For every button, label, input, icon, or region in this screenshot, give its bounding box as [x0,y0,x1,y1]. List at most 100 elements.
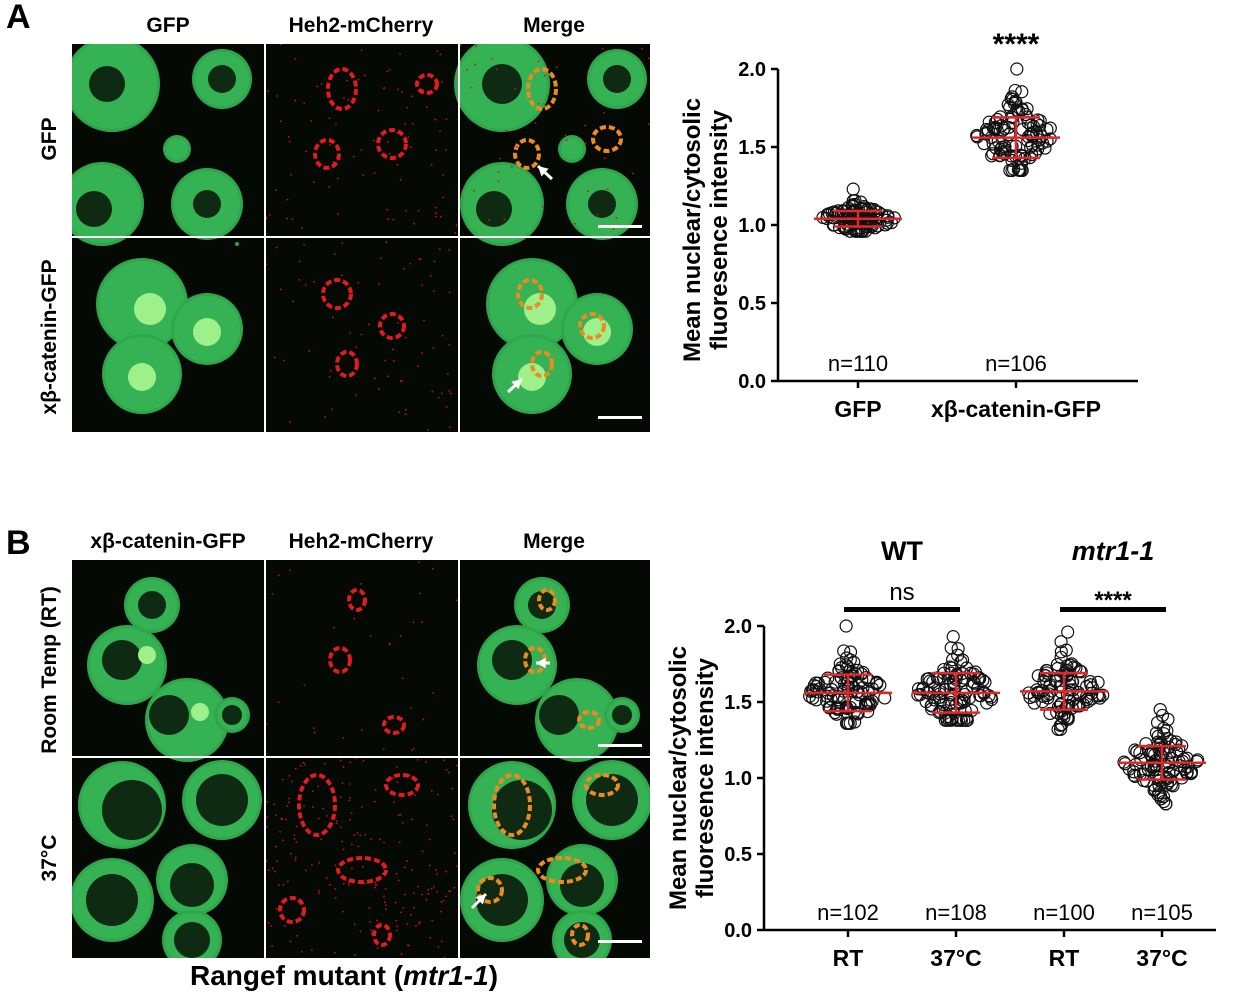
data-point [1043,706,1057,721]
grid-v4 [458,560,460,958]
speckle-b2-dot [348,799,351,802]
speckle-a1-dot [276,95,279,97]
grid-v3 [264,560,266,958]
speckle-a1-dot [312,181,315,184]
data-point [811,676,826,690]
speckle-a1-dot [388,68,391,71]
speckle-b2-dot [424,761,427,764]
speckle-a2-dot [543,74,546,77]
data-point [1159,797,1173,811]
speckle-a1-dot [357,78,360,81]
speckle-b2-dot [415,925,417,927]
comparison-bar [844,607,960,612]
ring-a12 [578,312,606,340]
speckle-a3-dot [421,284,423,287]
speckle-a1-dot [386,70,389,73]
speckle-b1-dot [432,692,434,694]
panel-b-col-catenin: xβ-catenin-GFP [90,530,246,553]
speckle-a1-dot [342,96,345,99]
speckle-b2-dot [445,768,448,771]
speckle-b2-dot [277,884,280,886]
speckle-a1-dot [336,213,339,215]
data-point [828,705,842,720]
speckle-b2-dot [282,839,284,842]
arrow-a1 [536,164,554,181]
data-point [1008,83,1022,98]
ring-a5 [526,67,558,111]
speckle-a3-dot [283,359,285,362]
speckle-b2-dot [453,852,456,855]
speckle-b2-dot [437,946,440,948]
speckle-b2-dot [384,904,387,907]
data-point [951,648,965,662]
speckle-a1-dot [290,173,293,176]
speckle-a1-dot [401,90,403,93]
speckle-a1-dot [399,178,402,181]
data-point [951,642,965,656]
speckle-a3-dot [427,428,430,431]
speckle-a3-dot [398,411,400,414]
speckle-a3-dot [433,260,436,263]
speckle-b2-dot [370,929,373,932]
n-label: n=106 [985,351,1047,376]
speckle-a2-dot [612,228,615,231]
data-point [1005,90,1019,104]
speckle-b2-dot [400,911,402,914]
speckle-b1-dot [419,592,422,595]
speckle-a2-dot [601,48,604,50]
speckle-a3-dot [384,359,386,362]
speckle-a2-dot [574,222,576,225]
speckle-b2-dot [361,865,364,868]
speckle-b2-dot [378,838,381,841]
cell-b7-vacuole [539,695,579,735]
arrow-b1 [536,657,550,669]
speckle-b2-dot [275,907,278,910]
panel-b-letter: B [6,524,31,562]
speckle-b2-dot [429,936,432,939]
speckle-b2-dot [334,896,337,899]
speckle-b1-dot [411,749,413,752]
speckle-b2-dot [281,778,284,781]
speckle-a2-dot [497,171,500,174]
speckle-b2-dot [275,814,278,817]
data-point [1156,790,1171,804]
speckle-b1-dot [422,718,425,721]
cell-b13-vacuole [174,922,210,958]
panel-a-row-catenin: xβ-catenin-GFP [38,259,61,415]
y-tick-label: 2.0 [724,616,752,638]
speckle-a3-dot [304,284,307,286]
speckle-a2-dot [584,142,587,145]
panel-a-micrographs [72,44,650,432]
data-point [1054,635,1068,649]
data-point [1022,686,1036,700]
data-point [1061,625,1075,639]
data-point [863,202,877,216]
data-point [1065,657,1079,671]
speckle-a1-dot [434,118,437,121]
speckle-b2-dot [284,925,287,927]
speckle-b2-dot [333,951,336,954]
speckle-a2-dot [491,57,494,60]
speckle-b2-dot [436,793,439,796]
speckle-b2-dot [399,813,402,816]
speckle-b2-dot [348,783,351,785]
cell-b6-vacuole [492,640,532,680]
speckle-b2-dot [311,864,313,866]
speckle-b1-dot [382,748,385,751]
data-point [1184,766,1198,780]
speckle-a3-dot [448,426,451,429]
x-category-label: xβ-catenin-GFP [931,396,1101,422]
speckle-b2-dot [374,789,377,792]
ring-b2 [328,646,352,674]
speckle-a2-dot [564,134,567,137]
speckle-b1-dot [421,621,424,624]
speckle-a3-dot [329,369,332,372]
speckle-a1-dot [411,95,414,98]
comparison-label: ns [889,579,914,606]
data-point [1080,692,1094,707]
data-point [1012,163,1026,177]
cell-b1-vacuole [138,591,166,619]
chart-b-ylabel-line1: Mean nuclear/cytosolic [665,645,692,911]
x-category-label: GFP [834,396,881,422]
speckle-a3-dot [340,274,343,277]
